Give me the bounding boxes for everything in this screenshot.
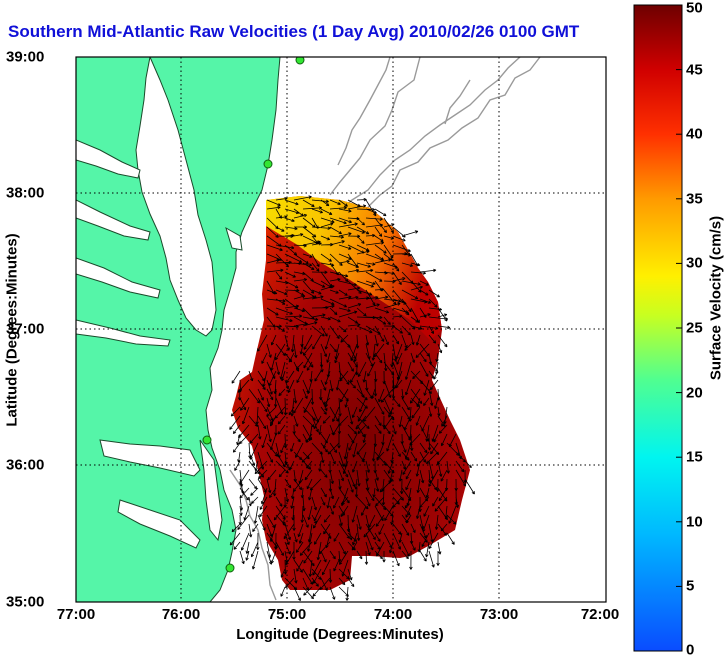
colorbar-tick-label: 45 [686,61,703,79]
velocity-arrows [229,195,475,602]
colorbar-ticks [676,4,682,587]
y-tick-label: 37:00 [6,320,45,338]
colorbar-tick-label: 30 [686,254,703,272]
x-tick-label: 75:00 [267,606,307,623]
x-axis-label: Longitude (Degrees:Minutes) [236,626,444,643]
colorbar-tick-label: 50 [686,0,703,17]
colorbar-tick-label: 35 [686,190,703,208]
x-tick-label: 76:00 [161,606,201,623]
x-tick-label: 72:00 [580,606,620,623]
plot-frame [75,56,607,603]
y-tick-label: 38:00 [6,184,45,202]
velocity-vectors [229,195,475,602]
x-tick-label: 73:00 [479,606,519,623]
y-tick-label: 39:00 [6,48,45,66]
colorbar-tick-label: 10 [686,513,703,531]
y-axis-label: Latitude (Degrees:Minutes) [3,233,21,427]
colorbar-tick-label: 25 [686,319,703,337]
colorbar-tick-label: 5 [686,577,695,595]
y-tick-label: 35:00 [6,593,45,611]
colorbar [633,4,683,652]
colorbar-tick-label: 15 [686,448,703,466]
grid-lines [76,57,606,602]
colorbar-tick-label: 0 [686,641,695,659]
map-title: Southern Mid-Atlantic Raw Velocities (1 … [8,22,580,41]
colorbar-tick-label: 40 [686,125,703,143]
colorbar-label: Surface Velocity (cm/s) [707,215,724,381]
bathymetry-contours [229,57,541,601]
y-tick-label: 36:00 [6,456,45,474]
x-tick-label: 74:00 [373,606,413,623]
x-tick-label: 77:00 [56,606,96,623]
colorbar-tick-label: 20 [686,384,703,402]
radar-sites [202,57,305,573]
chesapeake-bay [76,57,243,549]
